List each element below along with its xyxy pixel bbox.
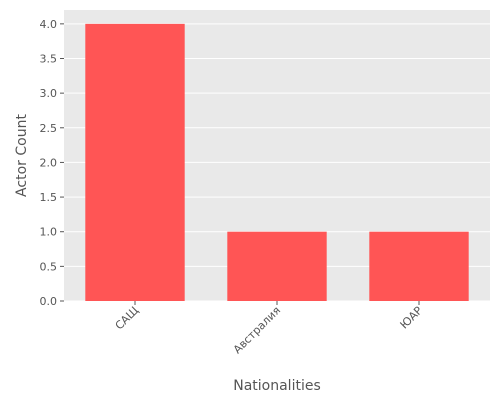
y-tick-label: 1.5 [40,191,58,204]
bar [227,232,326,301]
y-tick-label: 0.0 [40,295,58,308]
y-tick-label: 1.0 [40,226,58,239]
bar [85,24,184,301]
x-tick-label: Австралия [231,304,283,356]
y-tick-label: 2.5 [40,122,58,135]
y-axis-ticks: 0.0 0.5 1.0 1.5 2.0 2.5 3.0 3.5 4.0 [40,18,65,308]
y-tick-label: 4.0 [40,18,58,31]
y-tick-label: 3.0 [40,87,58,100]
bar [369,232,468,301]
y-tick-label: 2.0 [40,156,58,169]
x-tick-label: САЩ [113,304,141,332]
x-tick-label: ЮАР [398,304,426,332]
y-axis-title: Actor Count [14,114,30,197]
y-tick-label: 3.5 [40,53,58,66]
x-axis-ticks: САЩ Австралия ЮАР [113,301,426,356]
x-axis-title: Nationalities [233,378,321,394]
y-tick-label: 0.5 [40,260,58,273]
